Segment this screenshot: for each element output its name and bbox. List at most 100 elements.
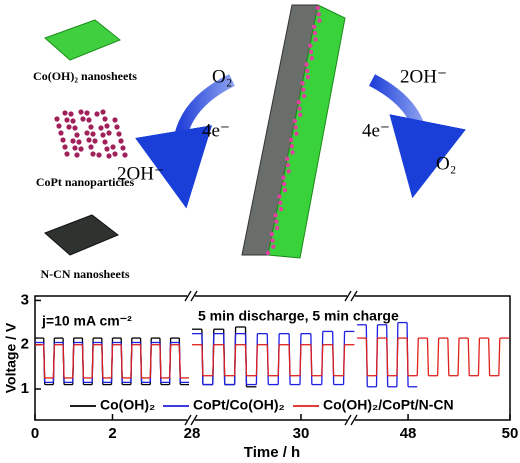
y-tick-label: 2 — [21, 336, 29, 353]
particle — [301, 93, 307, 99]
particle — [58, 130, 64, 136]
x-tick-label: 50 — [502, 425, 519, 442]
transition — [396, 338, 399, 376]
transition — [365, 338, 368, 376]
copt-particles — [54, 109, 128, 159]
right-arrow — [368, 74, 466, 199]
product: 2OH⁻ — [117, 163, 164, 184]
legend-label: Co(OH)₂ — [100, 397, 155, 413]
transition — [223, 344, 226, 376]
particle — [271, 244, 276, 249]
transition — [406, 338, 409, 376]
copt-layer — [265, 5, 322, 256]
annotation: 5 min discharge, 5 min charge — [198, 308, 399, 324]
particle — [84, 130, 90, 136]
transition — [487, 338, 491, 376]
transition — [342, 344, 346, 376]
transition — [255, 344, 259, 376]
transition — [91, 344, 94, 378]
transition — [233, 344, 237, 376]
particle — [294, 131, 299, 136]
particle — [70, 118, 76, 124]
particle — [68, 111, 74, 117]
particle — [274, 219, 279, 224]
transition — [426, 338, 430, 376]
break-mark — [344, 414, 352, 426]
particle — [265, 250, 271, 256]
co-oh2-sheet — [44, 19, 121, 61]
transition — [288, 344, 291, 376]
particle — [278, 200, 283, 205]
particle — [78, 109, 84, 115]
transition — [457, 338, 460, 376]
transition — [266, 344, 269, 376]
x-tick-label: 0 — [31, 425, 39, 442]
particle — [281, 181, 287, 187]
particle — [305, 74, 311, 80]
particle — [90, 131, 96, 137]
particle — [72, 125, 78, 131]
particle — [66, 124, 72, 130]
reactant: 2OH⁻ — [400, 66, 447, 87]
particle — [114, 124, 120, 130]
particle — [293, 125, 298, 130]
product: O₂ — [436, 153, 456, 174]
break-mark — [350, 290, 358, 302]
particle — [84, 110, 90, 116]
break-gap — [187, 414, 195, 426]
break-mark — [190, 290, 198, 302]
transition — [72, 344, 75, 378]
material-label: Co(OH)₂ nanosheets — [33, 69, 137, 83]
break-mark — [344, 290, 352, 302]
particle — [80, 116, 86, 122]
electrons: 4e⁻ — [202, 120, 230, 141]
transition — [168, 344, 172, 378]
particle — [278, 206, 284, 212]
particle — [116, 131, 122, 137]
particle — [118, 138, 124, 144]
y-tick-label: 3 — [21, 291, 29, 308]
break-gap — [347, 414, 355, 426]
x-tick-label: 2 — [108, 425, 116, 442]
transition — [81, 344, 85, 378]
particle — [308, 49, 314, 55]
transition — [321, 344, 324, 376]
particle — [270, 238, 275, 243]
transition — [130, 344, 133, 378]
x-tick-label: 30 — [293, 425, 310, 442]
particle — [102, 139, 108, 145]
transition — [212, 344, 215, 376]
material-label: CoPt nanoparticles — [36, 175, 135, 189]
transition — [498, 338, 501, 376]
transition — [386, 338, 389, 376]
left-arrow — [135, 74, 235, 209]
particle — [120, 145, 126, 151]
particle — [285, 162, 291, 168]
particle — [74, 132, 80, 138]
annotation: j=10 mA cm⁻² — [41, 313, 132, 329]
transition — [436, 338, 440, 376]
particle — [88, 124, 94, 130]
transition — [101, 344, 104, 378]
particle — [289, 144, 294, 149]
particle — [56, 123, 62, 129]
particle — [90, 151, 96, 157]
particle — [292, 118, 298, 124]
particle — [70, 138, 76, 144]
transition — [52, 344, 56, 378]
y-tick-label: 1 — [21, 380, 29, 397]
particle — [312, 30, 318, 36]
transition — [416, 338, 419, 376]
ncn-sheet — [44, 214, 119, 256]
particle — [311, 24, 317, 30]
particle — [62, 110, 68, 116]
particle — [309, 56, 314, 61]
transition — [375, 338, 379, 376]
particle — [290, 150, 295, 155]
transition — [277, 344, 280, 376]
x-tick-label: 48 — [400, 425, 417, 442]
particle — [106, 130, 112, 136]
transition — [62, 344, 65, 378]
transition — [310, 344, 313, 376]
transition — [477, 338, 481, 376]
